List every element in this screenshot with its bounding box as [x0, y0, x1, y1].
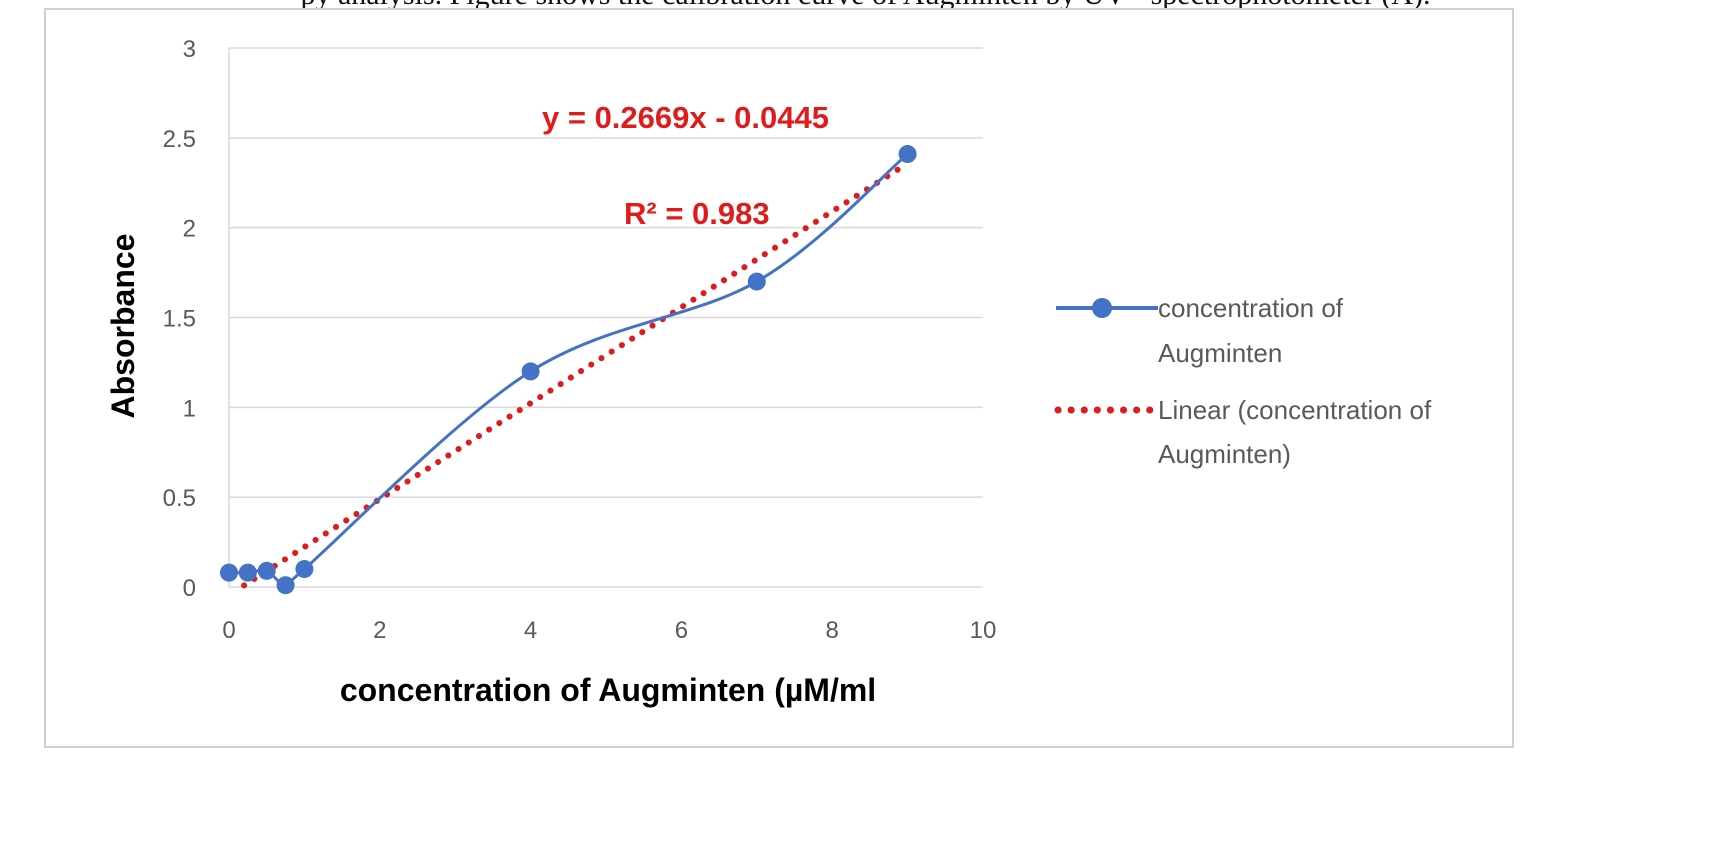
- data-point: [898, 145, 917, 164]
- x-tick-label: 6: [675, 617, 688, 644]
- figure-caption: py analysis. Figure shows the calibratio…: [0, 0, 1731, 12]
- chart-frame: 0 0.5 1 1.5 2 2.5 3 0 2 4 6 8 10 y = 0.2669x - 0.04…: [44, 8, 1514, 748]
- data-point: [295, 560, 314, 579]
- legend-series1-marker: [1092, 298, 1112, 318]
- x-tick-labels: 0 2 4 6 8 10: [222, 617, 996, 644]
- y-tick-label: 0.5: [163, 485, 196, 512]
- x-tick-label: 2: [373, 617, 386, 644]
- y-axis-title: Absorbance: [105, 234, 141, 419]
- y-tick-label: 1: [183, 395, 196, 422]
- x-tick-label: 0: [222, 617, 235, 644]
- x-axis-title: concentration of Augminten (µM/ml: [340, 672, 876, 708]
- data-point: [257, 561, 276, 580]
- gridlines: [228, 47, 983, 588]
- legend: concentration of Augminten Linear (conce…: [1054, 293, 1432, 469]
- legend-series1-label-line2: Augminten: [1158, 338, 1282, 368]
- y-tick-label: 2.5: [163, 126, 196, 153]
- data-point: [276, 576, 295, 595]
- legend-series1-label-line1: concentration of: [1158, 293, 1344, 323]
- y-tick-label: 3: [183, 36, 196, 63]
- x-tick-label: 10: [970, 617, 997, 644]
- data-point: [747, 272, 766, 291]
- series-markers: [220, 145, 917, 595]
- chart-svg: 0 0.5 1 1.5 2 2.5 3 0 2 4 6 8 10 y = 0.2669x - 0.04…: [105, 36, 1432, 708]
- legend-series2-label-line2: Augminten): [1158, 439, 1291, 469]
- y-tick-label: 1.5: [163, 306, 196, 333]
- r-squared-annotation: R² = 0.983: [624, 196, 770, 231]
- equation-annotation: y = 0.2669x - 0.0445: [542, 100, 829, 135]
- y-tick-labels: 0 0.5 1 1.5 2 2.5 3: [163, 36, 196, 602]
- data-point: [521, 362, 540, 381]
- series-line: [228, 152, 909, 592]
- data-point: [220, 563, 238, 582]
- x-tick-label: 8: [826, 617, 839, 644]
- x-tick-label: 4: [524, 617, 537, 644]
- trendline: [241, 160, 911, 589]
- legend-series2-label-line1: Linear (concentration of: [1158, 395, 1432, 425]
- y-tick-label: 0: [183, 575, 196, 602]
- y-tick-label: 2: [183, 216, 196, 243]
- data-point: [238, 563, 257, 582]
